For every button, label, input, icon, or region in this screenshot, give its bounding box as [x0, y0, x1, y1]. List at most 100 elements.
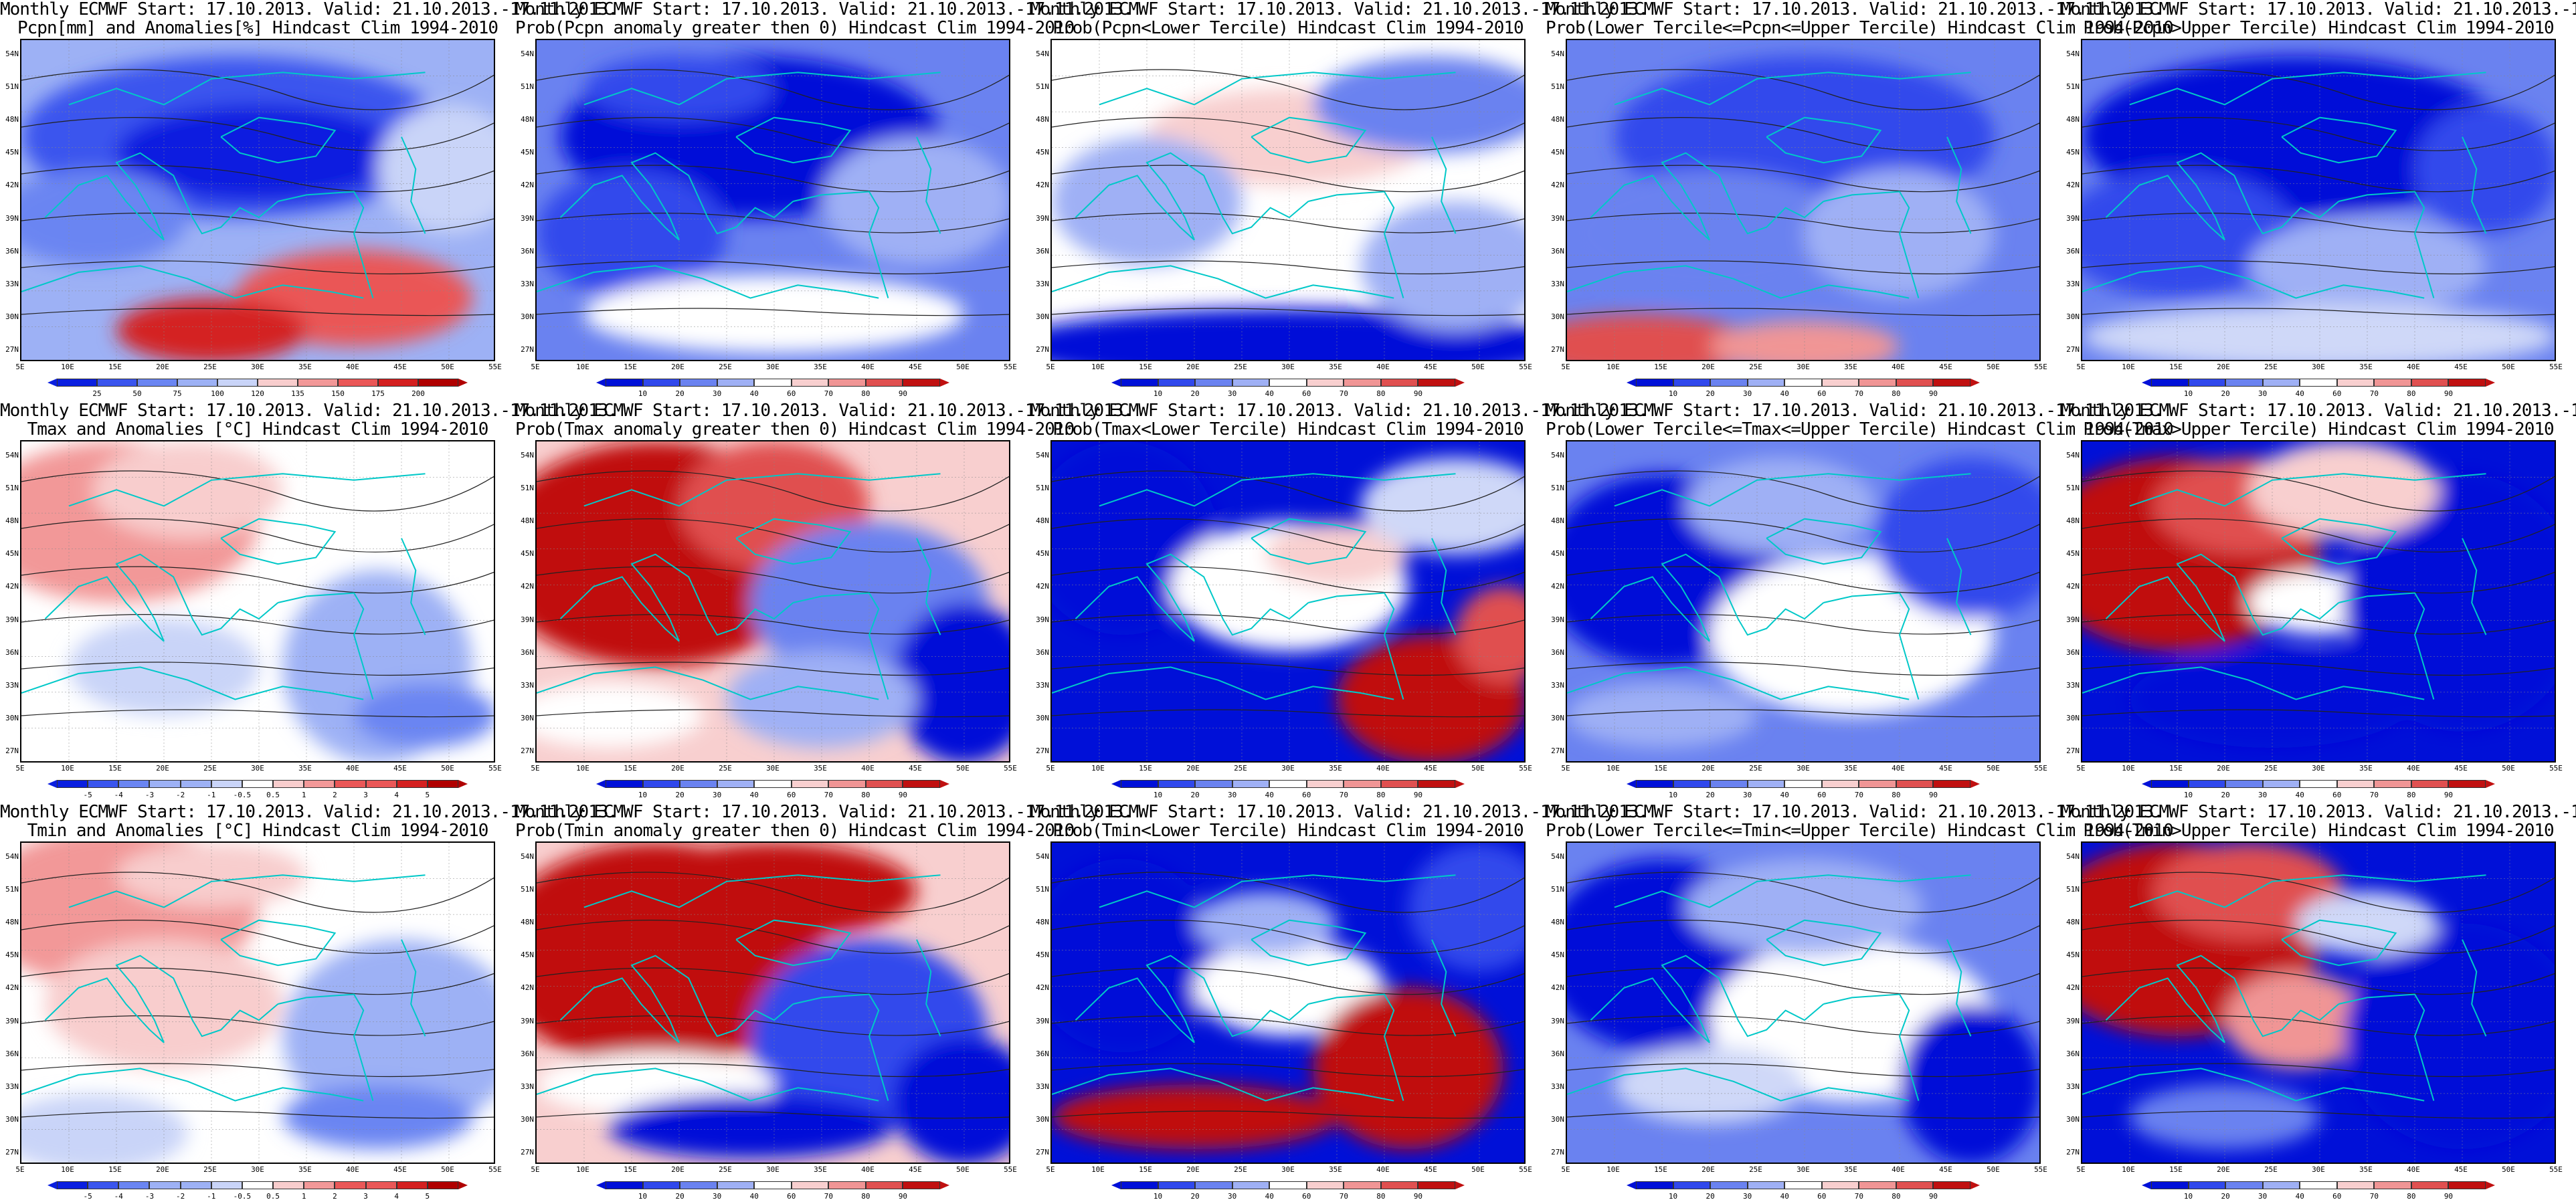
- colorbar-tick-label: 90: [1413, 791, 1423, 799]
- contour-line: [537, 614, 1009, 635]
- colorbar-swatch: [2151, 1181, 2189, 1189]
- colorbar-tick-label: 30: [2258, 389, 2268, 398]
- panel-title-line1: Monthly ECMWF Start: 17.10.2013. Valid: …: [1546, 802, 2164, 822]
- panel-title-line1: Monthly ECMWF Start: 17.10.2013. Valid: …: [0, 802, 618, 822]
- coastline: [68, 874, 426, 908]
- lon-label: 35E: [298, 363, 312, 371]
- contour-line: [1052, 518, 1524, 553]
- contour-line: [2082, 1015, 2555, 1036]
- colorbar-tick-label: 2: [333, 1192, 337, 1201]
- lon-label: 35E: [814, 363, 827, 371]
- colorbar-tick-label: 80: [1892, 389, 1901, 398]
- lat-label: 48N: [1036, 918, 1049, 927]
- lon-label: 25E: [203, 764, 217, 773]
- lat-label: 39N: [1551, 1016, 1564, 1025]
- colorbar-tick-label: 20: [2221, 791, 2230, 799]
- lon-label: 50E: [1471, 363, 1485, 371]
- colorbar-swatch: [2225, 780, 2263, 788]
- colorbar-tick-label: 20: [1190, 389, 1200, 398]
- colorbar-arrow-right: [940, 379, 949, 387]
- coastline: [2105, 955, 2340, 1043]
- lat-label: 36N: [521, 246, 534, 256]
- colorbar-swatch: [903, 1181, 940, 1189]
- panel-title-line2: Prob(Lower Tercile<=Tmin<=Upper Tercile)…: [1546, 821, 2174, 841]
- lat-label: 51N: [2066, 885, 2080, 894]
- lon-label: 15E: [108, 363, 122, 371]
- colorbar-swatch: [1195, 379, 1232, 387]
- lon-label: 20E: [1701, 1165, 1715, 1174]
- colorbar-tick-label: 20: [2221, 389, 2230, 398]
- lon-label: 5E: [15, 1165, 25, 1174]
- coastline: [1766, 919, 1882, 967]
- lat-label: 33N: [5, 279, 19, 288]
- lat-label: 36N: [2066, 246, 2080, 256]
- panel-title: Monthly ECMWF Start: 17.10.2013. Valid: …: [1546, 401, 2174, 439]
- colorbar-swatch: [2188, 780, 2226, 788]
- lon-label: 15E: [624, 764, 637, 773]
- contour-line: [1567, 213, 2039, 233]
- field-region: [1900, 1004, 2039, 1163]
- lat-label: 27N: [2066, 1148, 2080, 1157]
- colorbar-swatch: [1121, 780, 1158, 788]
- lat-label: 45N: [521, 549, 534, 559]
- colorbar-tick-label: 90: [898, 791, 908, 799]
- lat-label: 48N: [1551, 115, 1564, 124]
- coastline: [1308, 993, 1404, 1101]
- lon-label: 30E: [1797, 1165, 1810, 1174]
- colorbar-tick-label: 20: [1190, 791, 1200, 799]
- contour-line: [537, 920, 1009, 954]
- lon-label: 30E: [766, 1165, 779, 1174]
- coastline: [2338, 191, 2435, 298]
- contour-line: [537, 165, 1009, 193]
- lat-label: 33N: [2066, 1082, 2080, 1091]
- colorbar-tick-label: 0.5: [266, 1192, 280, 1201]
- contour-line: [1052, 614, 1524, 635]
- lon-label: 10E: [2122, 1165, 2135, 1174]
- lat-label: 45N: [1036, 148, 1049, 157]
- lat-label: 51N: [1036, 885, 1049, 894]
- colorbar-arrow-left: [2142, 379, 2151, 387]
- lat-label: 27N: [1551, 1148, 1564, 1157]
- lat-label: 33N: [521, 680, 534, 690]
- colorbar-tick-label: -4: [114, 1192, 123, 1201]
- lon-label: 20E: [1701, 363, 1715, 371]
- lon-label: 55E: [1004, 1165, 1017, 1174]
- colorbar-tick-label: 30: [1743, 791, 1752, 799]
- coastline: [44, 152, 279, 241]
- colorbar-swatch: [180, 780, 211, 788]
- lat-label: 36N: [5, 1049, 19, 1058]
- colorbar-swatch: [1269, 1181, 1307, 1189]
- lat-label: 42N: [1036, 582, 1049, 591]
- colorbar-tick-label: 70: [1339, 1192, 1348, 1201]
- colorbar-swatch: [365, 780, 397, 788]
- coastline: [559, 955, 794, 1043]
- contour-line: [21, 566, 494, 594]
- coastline: [2462, 538, 2487, 635]
- contour-line: [2082, 308, 2555, 316]
- colorbar: [1111, 379, 1465, 387]
- coastline: [1567, 1068, 1910, 1102]
- coastline: [2082, 265, 2425, 299]
- colorbar-tick-label: 90: [898, 1192, 908, 1201]
- lat-label: 54N: [521, 852, 534, 861]
- lat-label: 27N: [521, 1148, 534, 1157]
- field-region: [282, 1084, 473, 1149]
- lat-label: 42N: [2066, 582, 2080, 591]
- lon-label: 20E: [1186, 363, 1200, 371]
- colorbar-swatch: [1380, 379, 1418, 387]
- coastline: [1251, 116, 1367, 164]
- colorbar: [48, 379, 468, 387]
- lon-label: 30E: [251, 764, 264, 773]
- contour-line: [2082, 165, 2555, 193]
- colorbar-tick-label: 30: [2258, 791, 2268, 799]
- lat-label: 30N: [521, 1114, 534, 1124]
- contour-line: [2082, 518, 2555, 553]
- lon-label: 20E: [1701, 764, 1715, 773]
- colorbar-tick-label: 80: [1376, 791, 1386, 799]
- colorbar-tick-label: 80: [1376, 389, 1386, 398]
- field-region: [21, 169, 188, 266]
- colorbar-arrow-left: [596, 780, 606, 788]
- contour-line: [2082, 709, 2555, 718]
- colorbar-swatch: [57, 1181, 88, 1189]
- contour-line: [1567, 1110, 2039, 1119]
